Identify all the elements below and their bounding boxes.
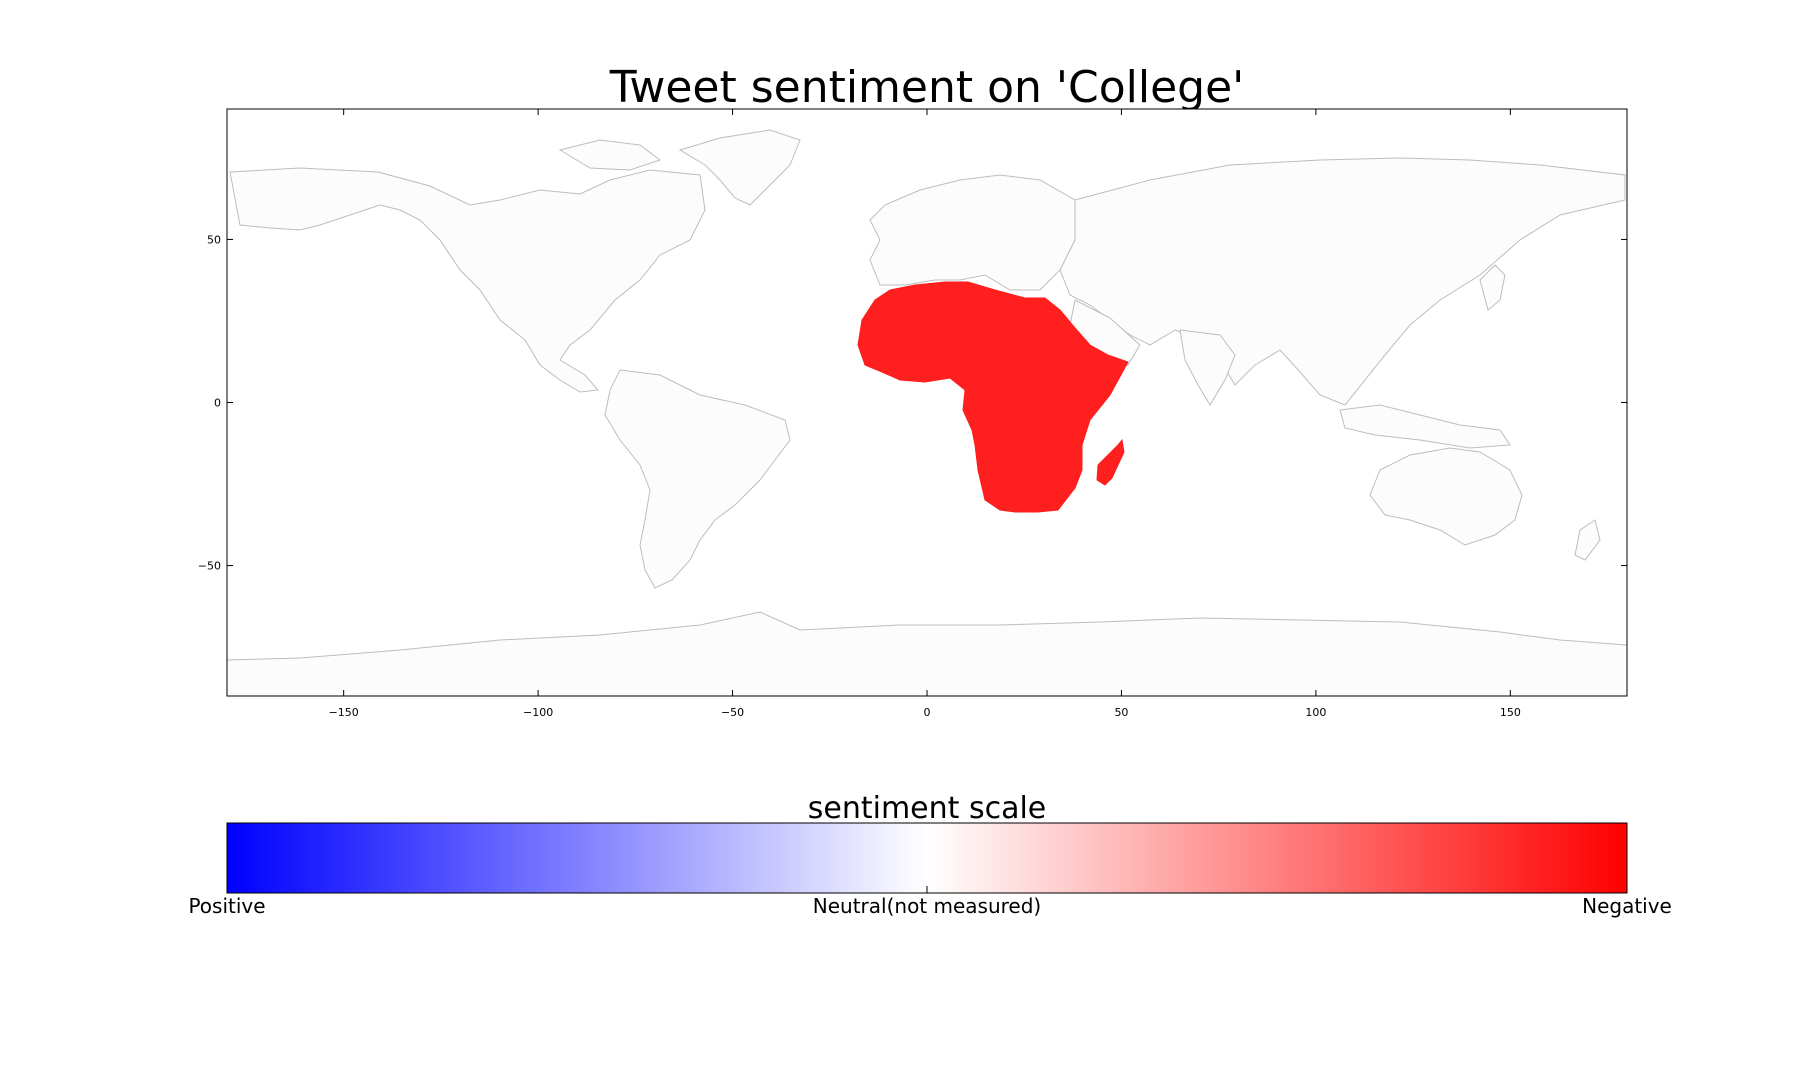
colorbar-label-negative: Negative <box>1582 894 1672 918</box>
land-india <box>1179 329 1236 406</box>
colorbar-label-neutral: Neutral(not measured) <box>813 894 1041 918</box>
colorbar-gradient <box>226 822 1628 894</box>
land-south-america <box>604 369 791 589</box>
land-north-america <box>229 167 706 393</box>
map-area <box>227 109 1627 696</box>
land-europe <box>869 174 1076 291</box>
x-axis: −150 −100 −50 0 50 100 150 <box>329 109 1521 719</box>
region-madagascar-negative <box>1096 438 1125 486</box>
colorbar-title: sentiment scale <box>808 791 1047 826</box>
y-axis: −50 0 50 <box>198 233 1627 573</box>
land-japan <box>1479 264 1506 311</box>
x-tick-label: 0 <box>924 706 931 719</box>
land-antarctica <box>227 611 1627 696</box>
x-tick-label: −100 <box>523 706 553 719</box>
x-tick-label: 150 <box>1500 706 1521 719</box>
landmasses <box>227 129 1627 696</box>
land-se-asia-islands <box>1339 404 1511 449</box>
land-australia <box>1369 447 1523 546</box>
land-arctic-islands <box>558 139 662 171</box>
map-title: Tweet sentiment on 'College' <box>609 62 1245 113</box>
x-tick-label: 50 <box>1114 706 1128 719</box>
x-tick-label: −150 <box>329 706 359 719</box>
x-tick-label: −50 <box>721 706 744 719</box>
x-tick-label: 100 <box>1305 706 1326 719</box>
land-greenland <box>678 129 801 206</box>
colorbar-label-positive: Positive <box>188 894 265 918</box>
y-tick-label: 50 <box>207 233 221 246</box>
y-tick-label: 0 <box>214 397 221 410</box>
region-africa-negative <box>857 281 1129 513</box>
y-tick-label: −50 <box>198 560 221 573</box>
land-new-zealand <box>1574 519 1601 561</box>
